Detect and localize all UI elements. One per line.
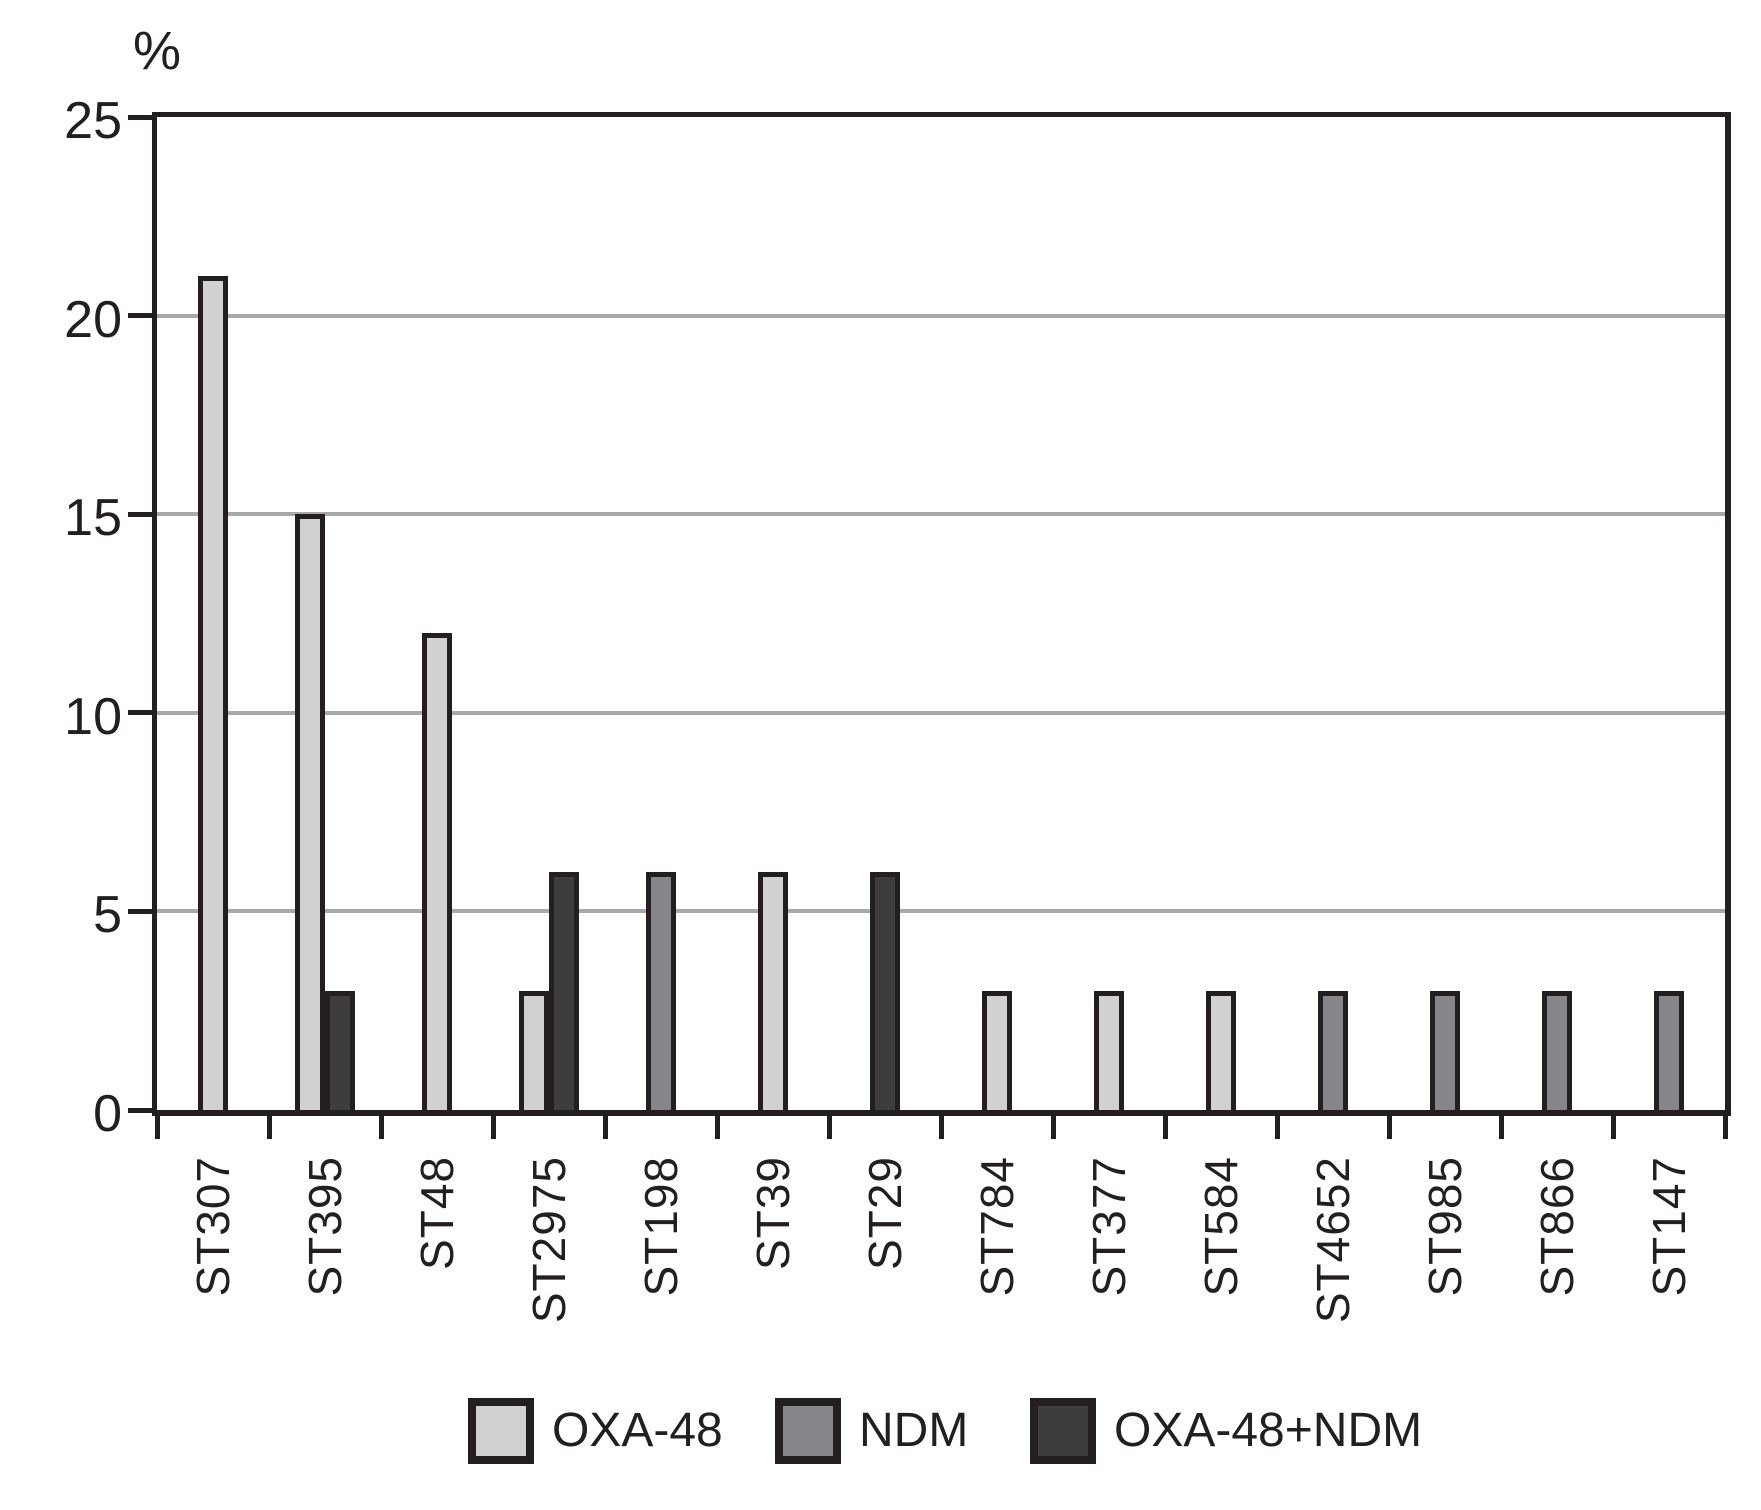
category-group-ST584 xyxy=(1165,117,1277,1110)
x-tick-label-ST147: ST147 xyxy=(1643,1156,1695,1297)
x-tick-2 xyxy=(378,1114,384,1139)
y-tick-label-15: 15 xyxy=(64,489,122,548)
x-tick-label-ST784: ST784 xyxy=(971,1156,1023,1297)
x-tick-11 xyxy=(1386,1114,1392,1139)
legend-swatch-NDM xyxy=(775,1398,841,1464)
x-tick-label-ST4652: ST4652 xyxy=(1307,1156,1359,1324)
x-tick-0 xyxy=(154,1114,160,1139)
y-tick-label-25: 25 xyxy=(64,92,122,150)
gridline-20 xyxy=(157,313,1725,318)
x-tick-label-ST584: ST584 xyxy=(1195,1156,1247,1297)
category-group-ST29 xyxy=(829,117,941,1110)
legend-item-OXA-48: OXA-48 xyxy=(468,1398,723,1464)
bar-ST395-OXA-48 xyxy=(295,514,325,1110)
category-group-ST39 xyxy=(717,117,829,1110)
legend-swatch-OXA-48 xyxy=(468,1398,534,1464)
x-tick-1 xyxy=(266,1114,272,1139)
y-tick-0 xyxy=(128,1107,154,1113)
category-group-ST866 xyxy=(1501,117,1613,1110)
category-group-ST985 xyxy=(1389,117,1501,1110)
bar-ST39-OXA-48 xyxy=(758,872,788,1110)
category-group-ST4652 xyxy=(1277,117,1389,1110)
x-tick-6 xyxy=(826,1114,832,1139)
x-tick-label-ST985: ST985 xyxy=(1419,1156,1471,1297)
x-tick-12 xyxy=(1498,1114,1504,1139)
bar-ST784-OXA-48 xyxy=(982,991,1012,1110)
bar-ST377-OXA-48 xyxy=(1094,991,1124,1110)
legend: OXA-48 NDM OXA-48+NDM xyxy=(0,1398,1761,1468)
category-group-ST377 xyxy=(1053,117,1165,1110)
y-tick-label-10: 10 xyxy=(64,687,122,746)
category-group-ST2975 xyxy=(493,117,605,1110)
x-tick-8 xyxy=(1050,1114,1056,1139)
x-tick-14 xyxy=(1722,1114,1728,1139)
category-group-ST395 xyxy=(269,117,381,1110)
x-tick-label-ST39: ST39 xyxy=(747,1156,799,1270)
x-tick-label-ST307: ST307 xyxy=(187,1156,239,1297)
y-tick-label-20: 20 xyxy=(64,290,122,349)
bar-ST584-OXA-48 xyxy=(1206,991,1236,1110)
legend-swatch-OXA-48+NDM xyxy=(1030,1398,1096,1464)
legend-label-OXA-48: OXA-48 xyxy=(552,1404,723,1457)
legend-item-NDM: NDM xyxy=(775,1398,968,1464)
x-tick-9 xyxy=(1162,1114,1168,1139)
category-group-ST784 xyxy=(941,117,1053,1110)
bar-ST198-NDM xyxy=(646,872,676,1110)
bar-ST147-NDM xyxy=(1654,991,1684,1110)
legend-item-OXA-48+NDM: OXA-48+NDM xyxy=(1030,1398,1422,1464)
gridline-10 xyxy=(157,710,1725,715)
x-tick-label-ST395: ST395 xyxy=(299,1156,351,1297)
bar-ST29-OXA-48+NDM xyxy=(870,872,900,1110)
legend-label-NDM: NDM xyxy=(859,1404,969,1457)
category-group-ST48 xyxy=(381,117,493,1110)
x-tick-4 xyxy=(602,1114,608,1139)
x-tick-label-ST29: ST29 xyxy=(859,1156,911,1270)
x-tick-label-ST377: ST377 xyxy=(1083,1156,1135,1297)
bar-ST395-OXA-48+NDM xyxy=(325,991,355,1110)
bar-ST307-OXA-48 xyxy=(198,276,228,1110)
x-tick-3 xyxy=(490,1114,496,1139)
category-group-ST307 xyxy=(157,117,269,1110)
x-tick-label-ST866: ST866 xyxy=(1531,1156,1583,1297)
plot-area xyxy=(152,112,1731,1116)
y-tick-label-5: 5 xyxy=(93,886,122,945)
category-group-ST147 xyxy=(1613,117,1725,1110)
bar-ST4652-NDM xyxy=(1318,991,1348,1110)
x-tick-10 xyxy=(1274,1114,1280,1139)
y-tick-5 xyxy=(128,908,154,914)
bar-ST985-NDM xyxy=(1430,991,1460,1110)
y-axis-unit-label: % xyxy=(133,21,182,81)
x-tick-13 xyxy=(1610,1114,1616,1139)
gridline-5 xyxy=(157,909,1725,914)
x-tick-label-ST2975: ST2975 xyxy=(523,1156,575,1324)
y-tick-10 xyxy=(128,710,154,716)
y-tick-25 xyxy=(128,114,154,120)
category-group-ST198 xyxy=(605,117,717,1110)
x-tick-label-ST198: ST198 xyxy=(635,1156,687,1297)
y-tick-20 xyxy=(128,313,154,319)
x-tick-label-ST48: ST48 xyxy=(411,1156,463,1270)
bar-ST2975-OXA-48 xyxy=(519,991,549,1110)
x-tick-7 xyxy=(938,1114,944,1139)
bar-ST2975-OXA-48+NDM xyxy=(549,872,579,1110)
gridline-15 xyxy=(157,512,1725,517)
bar-ST866-NDM xyxy=(1542,991,1572,1110)
bar-ST48-OXA-48 xyxy=(422,633,452,1110)
y-tick-15 xyxy=(128,511,154,517)
x-tick-5 xyxy=(714,1114,720,1139)
y-tick-label-0: 0 xyxy=(93,1085,122,1143)
legend-label-OXA-48+NDM: OXA-48+NDM xyxy=(1114,1404,1423,1457)
